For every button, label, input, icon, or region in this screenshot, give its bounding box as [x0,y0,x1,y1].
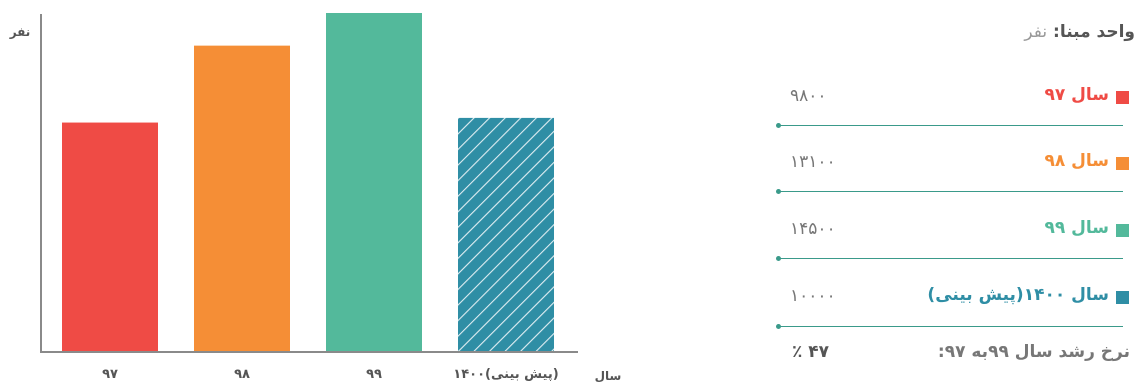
separator [776,189,1123,194]
legend-item-value: ۱۰۰۰۰ [790,286,836,306]
growth-rate: نرخ رشد سال ۹۹به ۹۷: ٪ ۴۷ [770,340,1135,370]
legend-swatch [1116,224,1129,237]
legend-item-value: ۱۳۱۰۰ [790,152,836,172]
legend-swatch [1116,157,1129,170]
bar-1 [62,122,158,351]
x-tick-label: ۹۸ [234,367,250,382]
legend-item-label: سال ۹۹ [1044,218,1109,238]
x-tick-label: ۹۷ [102,367,118,382]
separator [776,123,1123,128]
bar-chart: نفر سال ۹۷ ۹۸ ۹۹ ۱۴۰۰(پیش بینی) [9,13,622,382]
x-tick-label: ۱۴۰۰(پیش بینی) [453,367,558,382]
x-tick-label: ۹۹ [366,367,382,382]
legend-swatch [1116,91,1129,104]
legend-item: سال ۹۸ ۱۳۱۰۰ [770,148,1135,178]
bar-3 [326,13,422,351]
legend-item-value: ۹۸۰۰ [790,86,827,106]
growth-rate-value: ٪ ۴۷ [792,342,830,362]
legend-swatch [1116,291,1129,304]
legend-item: سال ۱۴۰۰(پیش بینی) ۱۰۰۰۰ [770,282,1135,312]
unit-label: واحد مبنا: نفر [1024,22,1135,42]
legend-item-label: سال ۱۴۰۰(پیش بینی) [927,285,1109,305]
unit-label-value: نفر [1024,22,1048,42]
legend-item: سال ۹۷ ۹۸۰۰ [770,82,1135,112]
legend-item-label: سال ۹۸ [1044,151,1109,171]
bar-4 [458,117,554,352]
bar-2 [194,45,290,351]
legend-panel: واحد مبنا: نفر سال ۹۷ ۹۸۰۰ سال ۹۸ ۱۳۱۰۰ … [770,22,1140,382]
separator [776,256,1123,261]
unit-label-key: واحد مبنا: [1053,22,1135,42]
legend-item-value: ۱۴۵۰۰ [790,219,836,239]
x-axis-title: سال [595,369,622,382]
legend-item: سال ۹۹ ۱۴۵۰۰ [770,215,1135,245]
separator [776,324,1123,329]
legend-item-label: سال ۹۷ [1044,85,1109,105]
growth-rate-label: نرخ رشد سال ۹۹به ۹۷: [937,342,1130,362]
y-axis-title: نفر [9,25,31,39]
